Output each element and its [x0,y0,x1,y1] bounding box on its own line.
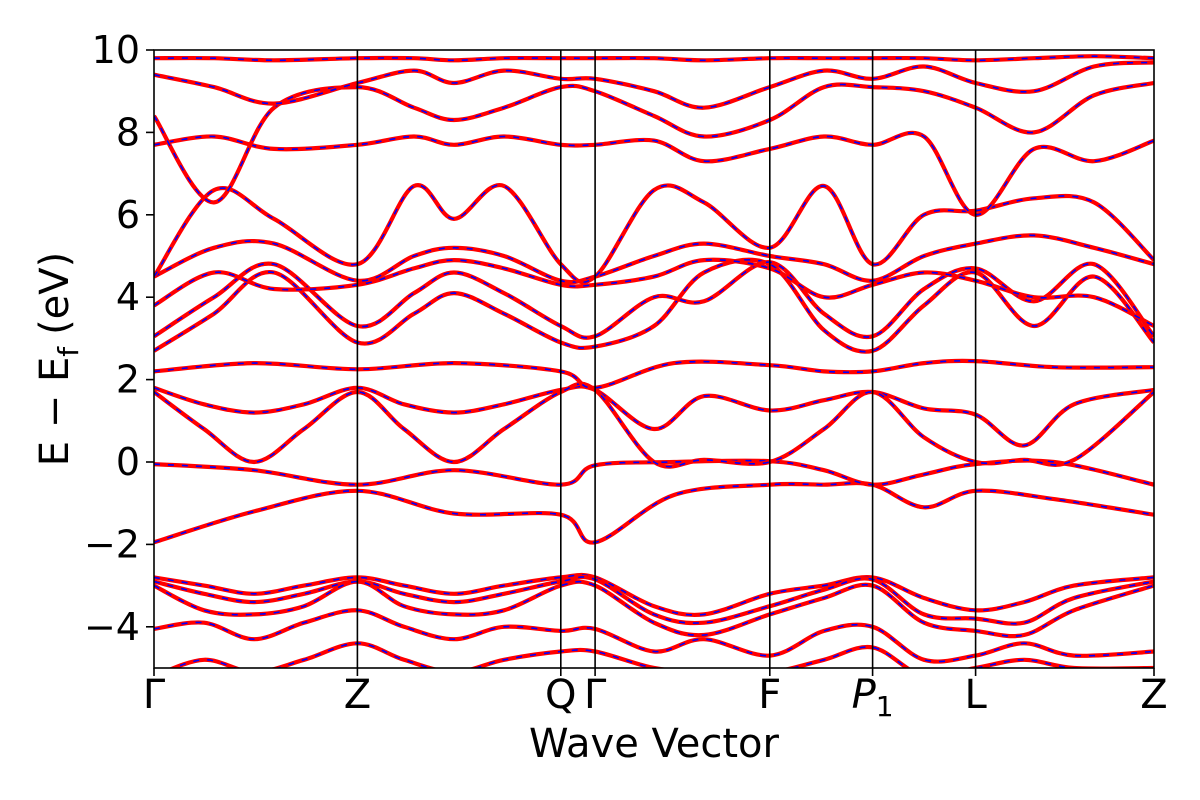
x-tick-label: Z [344,672,371,718]
x-tick-label: P1 [852,672,894,723]
y-tick-label: −4 [84,605,140,649]
band-line-15-overlay [154,574,1154,616]
y-axis-label-unit: (eV) [32,252,78,335]
band-line-10-overlay [154,184,1154,283]
band-line-18 [154,608,1154,664]
band-line-14-overlay [154,55,1154,62]
band-line-13-overlay [154,61,1154,109]
band-line-2-overlay [154,459,1154,486]
y-tick-label: 4 [116,275,140,319]
y-tick-label: 10 [92,28,140,72]
x-tick-label: Q [545,672,576,718]
x-tick-label: Γ [584,672,607,718]
y-ticks-group: −4 −2 0 2 4 6 8 10 [84,28,154,649]
kpath-lines-group [356,50,977,668]
band-line-3-overlay [154,385,1154,447]
plot-frame [153,49,1155,669]
band-line-7-overlay [154,261,1154,339]
y-axis-label-sub: f [52,346,85,357]
x-tick-label: F [758,672,781,718]
x-tick-label-subscript: 1 [876,690,894,723]
y-tick-label: 8 [116,110,140,154]
y-tick-label: −2 [84,522,140,566]
y-tick-label: 0 [116,440,140,484]
y-tick-label: 2 [116,358,140,402]
x-axis-label: Wave Vector [529,721,780,767]
band-line-19-overlay [171,642,1154,668]
x-tick-label: Γ [143,672,166,718]
x-tick-label: Z [1140,672,1167,718]
band-line-4-overlay [154,382,1154,468]
band-line-6-overlay [154,258,1154,353]
band-line-5-overlay [154,360,1154,389]
y-axis-label: E − Ef (eV) [32,252,85,467]
y-axis-label-main: E − E [32,357,78,467]
x-tick-label: L [964,672,987,718]
x-ticks-group: Γ Z Q Γ F P1 L Z [143,668,1168,723]
y-tick-label: 6 [116,193,140,237]
